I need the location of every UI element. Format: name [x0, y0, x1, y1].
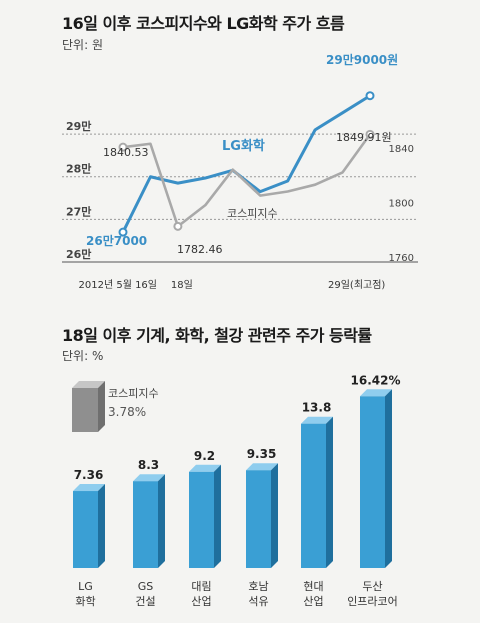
- bar: [189, 471, 214, 568]
- bar: [246, 470, 271, 568]
- bar-top: [133, 474, 165, 482]
- bar: [360, 396, 385, 568]
- bar-side: [271, 463, 278, 568]
- chart1-unit: 단위: 원: [62, 38, 103, 52]
- category-label: 호남: [248, 580, 268, 593]
- bar-side: [158, 474, 165, 568]
- category-label: 석유: [248, 595, 268, 608]
- reference-label: 코스피지수: [108, 387, 159, 400]
- series-line-kospi: [122, 133, 372, 228]
- bar-value-label: 8.3: [138, 458, 159, 472]
- category-label: 현대: [303, 580, 323, 593]
- chart2-title: 18일 이후 기계, 화학, 철강 관련주 주가 등락률: [62, 326, 372, 345]
- category-label: 두산: [362, 580, 382, 593]
- category-label: LG: [78, 580, 93, 593]
- annotation-kospi-start: 1840.53: [103, 146, 149, 159]
- right-tick-label: 1760: [389, 253, 414, 264]
- data-point: [118, 142, 128, 152]
- bar-side: [385, 389, 392, 568]
- data-point: [118, 227, 128, 237]
- bar-value-label: 9.2: [194, 449, 215, 463]
- data-point: [173, 221, 183, 231]
- category-label: 대림: [191, 580, 211, 593]
- bar-top: [360, 389, 392, 397]
- reference-box-side: [98, 381, 105, 432]
- left-tick-label: 26만: [66, 247, 91, 261]
- bar-top: [301, 416, 333, 424]
- bar-top: [73, 484, 105, 492]
- chart1-title: 16일 이후 코스피지수와 LG화학 주가 흐름: [62, 14, 345, 33]
- right-tick-label: 1840: [389, 144, 414, 155]
- left-tick-label: 28만: [66, 162, 91, 176]
- reference-box-top: [72, 381, 105, 388]
- bar-side: [214, 464, 221, 568]
- bar: [73, 491, 98, 568]
- series-label-lgchem: LG화학: [222, 138, 265, 154]
- category-label: 산업: [303, 595, 323, 608]
- bar-side: [98, 484, 105, 568]
- annotation-kospi-low: 1782.46: [177, 243, 223, 256]
- data-point: [365, 91, 375, 101]
- x-tick-label: 2012년 5월 16일: [79, 279, 158, 291]
- reference-box-front: [72, 388, 98, 432]
- category-label: 화학: [75, 595, 95, 608]
- annotation-lgchem-start: 26만7000: [86, 233, 147, 248]
- bar-value-label: 7.36: [74, 468, 104, 482]
- bar: [301, 423, 326, 568]
- right-tick-label: 1800: [389, 198, 414, 209]
- bar-value-label: 16.42%: [351, 373, 401, 387]
- data-point: [365, 129, 375, 139]
- x-tick-label: 18일: [171, 279, 193, 291]
- bar-side: [326, 416, 333, 568]
- annotation-kospi-end: 1849.91원: [336, 131, 392, 144]
- bar-top: [246, 463, 278, 471]
- chart2-unit: 단위: %: [62, 349, 104, 363]
- bar-value-label: 9.35: [247, 447, 277, 461]
- left-tick-label: 27만: [66, 204, 91, 218]
- left-tick-label: 29만: [66, 119, 91, 133]
- bar-value-label: 13.8: [302, 401, 332, 415]
- reference-value: 3.78%: [108, 405, 146, 419]
- x-tick-label: 29일(최고점): [328, 279, 385, 291]
- bar-top: [189, 464, 221, 472]
- line-chart: 29만 28만 27만 26만 1840 1800 1760 2012년 5월 16일 18일 2…: [62, 52, 418, 291]
- category-label: 산업: [191, 595, 211, 608]
- category-label: 인프라코어: [347, 595, 398, 608]
- category-label: 건설: [135, 595, 155, 608]
- series-label-kospi: 코스피지수: [227, 207, 278, 220]
- annotation-lgchem-peak: 29만9000원: [326, 52, 398, 67]
- bar: [133, 481, 158, 568]
- category-label: GS: [138, 580, 154, 593]
